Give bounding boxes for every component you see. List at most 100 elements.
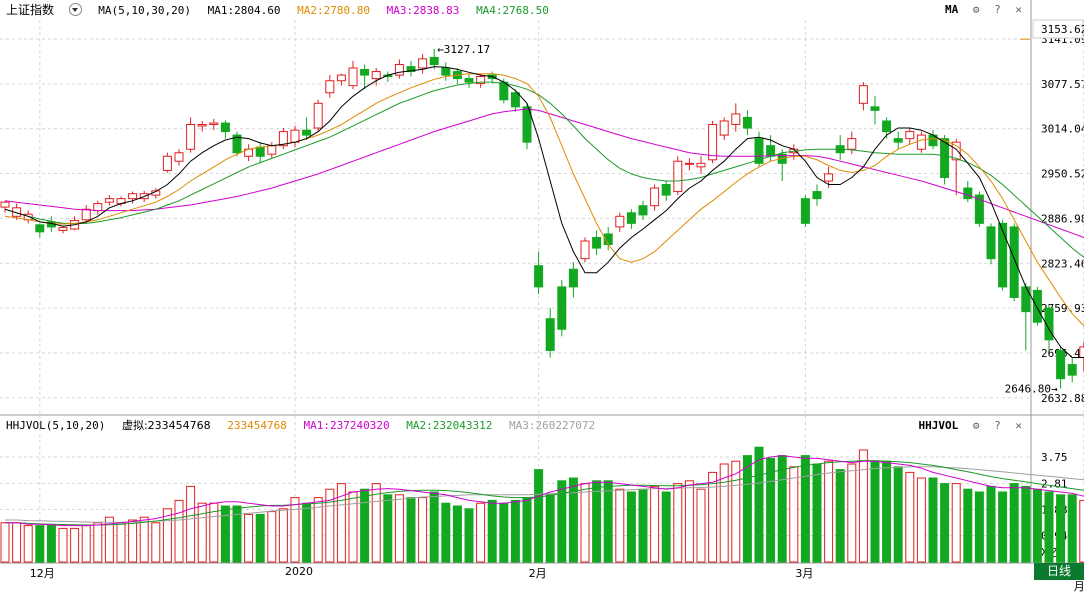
candle-body bbox=[731, 113, 741, 126]
volume-bar bbox=[754, 446, 764, 563]
ma30-line bbox=[4, 108, 1084, 239]
candle-body bbox=[847, 138, 857, 150]
candle-body bbox=[905, 131, 915, 140]
candle-body bbox=[696, 162, 706, 168]
gear-icon[interactable]: ⚙ bbox=[972, 3, 980, 16]
price-toolbar: MA ⚙ ? ✕ bbox=[937, 0, 1022, 20]
candle-body bbox=[812, 191, 822, 200]
candle-body bbox=[719, 120, 729, 136]
candle-body bbox=[951, 141, 961, 161]
volume-bar bbox=[383, 494, 393, 563]
volume-bar bbox=[568, 477, 578, 563]
candle-body bbox=[1056, 349, 1066, 380]
volume-bar bbox=[394, 494, 404, 563]
candle-body bbox=[974, 194, 984, 224]
volume-bar bbox=[186, 485, 196, 563]
volume-bar bbox=[789, 466, 799, 563]
volume-bar bbox=[406, 497, 416, 563]
high-annotation: ←3127.17 bbox=[437, 43, 490, 56]
candle-body bbox=[568, 268, 578, 288]
volume-bar bbox=[116, 522, 126, 563]
candle-body bbox=[348, 67, 358, 87]
candle-body bbox=[162, 155, 172, 171]
volume-bar bbox=[278, 508, 288, 563]
volume-bar bbox=[1079, 499, 1084, 563]
candle-body bbox=[128, 193, 138, 200]
volume-bar bbox=[603, 480, 613, 563]
volume-bar bbox=[232, 505, 242, 563]
volume-bar bbox=[847, 463, 857, 563]
volume-bar bbox=[0, 522, 10, 563]
candle-body bbox=[1009, 226, 1019, 298]
volume-bar bbox=[70, 527, 80, 563]
candle-body bbox=[1079, 346, 1084, 359]
candle-body bbox=[476, 75, 486, 85]
gear-icon[interactable]: ⚙ bbox=[972, 419, 980, 432]
date-axis: 12月20202月3月4月 bbox=[0, 563, 1084, 593]
candle-body bbox=[800, 198, 810, 224]
candle-body bbox=[209, 122, 219, 126]
chart-svg: 3141.093077.573014.042950.522886.982823.… bbox=[0, 0, 1084, 564]
candle-body bbox=[406, 66, 416, 73]
volume-bar bbox=[313, 497, 323, 563]
current-price-label: 3153.62 bbox=[1041, 23, 1084, 36]
candle-body bbox=[882, 120, 892, 133]
volume-bar bbox=[766, 457, 776, 563]
volume-bar bbox=[23, 525, 33, 563]
chevron-down-icon[interactable] bbox=[68, 3, 82, 16]
date-label: 3月 bbox=[795, 567, 814, 580]
volume-bar bbox=[325, 488, 335, 563]
volume-bar bbox=[476, 502, 486, 563]
help-icon[interactable]: ? bbox=[994, 3, 1001, 16]
volume-bar bbox=[696, 488, 706, 563]
candle-body bbox=[290, 129, 300, 143]
candle-body bbox=[510, 92, 520, 108]
close-icon[interactable]: ✕ bbox=[1015, 419, 1022, 432]
candle-body bbox=[174, 152, 184, 162]
volume-bar bbox=[452, 505, 462, 563]
candle-body bbox=[267, 145, 277, 155]
volume-bar bbox=[534, 469, 544, 563]
candle-body bbox=[499, 81, 509, 101]
candle-body bbox=[232, 134, 242, 154]
volume-bar bbox=[46, 525, 56, 563]
candle-body bbox=[893, 138, 903, 143]
volume-bar bbox=[974, 491, 984, 563]
candle-body bbox=[81, 208, 91, 221]
volume-bar bbox=[963, 488, 973, 563]
candle-body bbox=[684, 162, 694, 165]
volume-bar bbox=[986, 485, 996, 563]
volume-tick-label: 3.75 bbox=[1041, 451, 1068, 464]
volume-bar bbox=[487, 499, 497, 563]
volume-bar bbox=[1067, 494, 1077, 563]
volume-bar bbox=[348, 491, 358, 563]
period-button[interactable]: 日线 bbox=[1034, 563, 1084, 580]
volume-bar bbox=[800, 455, 810, 563]
ma-label: MA(5,10,30,20) bbox=[98, 4, 191, 17]
candle-body bbox=[1032, 289, 1042, 323]
volume-header: HHJVOL(5,10,20) 虚拟:233454768 233454768 M… bbox=[0, 416, 605, 436]
candle-body bbox=[522, 106, 532, 143]
volume-bar bbox=[916, 477, 926, 563]
help-icon[interactable]: ? bbox=[994, 419, 1001, 432]
candle-body bbox=[998, 222, 1008, 288]
candle-body bbox=[464, 78, 474, 83]
low-annotation: 2646.80→ bbox=[1005, 383, 1058, 396]
volume-bar bbox=[1021, 485, 1031, 563]
vol-toolbar-label[interactable]: HHJVOL bbox=[918, 419, 959, 432]
volume-bar bbox=[545, 494, 555, 563]
close-icon[interactable]: ✕ bbox=[1015, 3, 1022, 16]
candle-body bbox=[963, 187, 973, 200]
volume-bar bbox=[812, 463, 822, 563]
ma1-label: MA1:2804.60 bbox=[207, 4, 281, 17]
ma-toolbar-label[interactable]: MA bbox=[945, 3, 959, 16]
candle-body bbox=[766, 145, 776, 157]
volume-bar bbox=[441, 502, 451, 563]
volume-bar bbox=[673, 483, 683, 563]
volume-bar bbox=[174, 499, 184, 563]
candle-body bbox=[754, 138, 764, 164]
volume-bar bbox=[255, 513, 265, 563]
volume-bar bbox=[650, 485, 660, 563]
candle-body bbox=[673, 160, 683, 193]
price-tick-label: 2632.88 bbox=[1041, 392, 1084, 405]
